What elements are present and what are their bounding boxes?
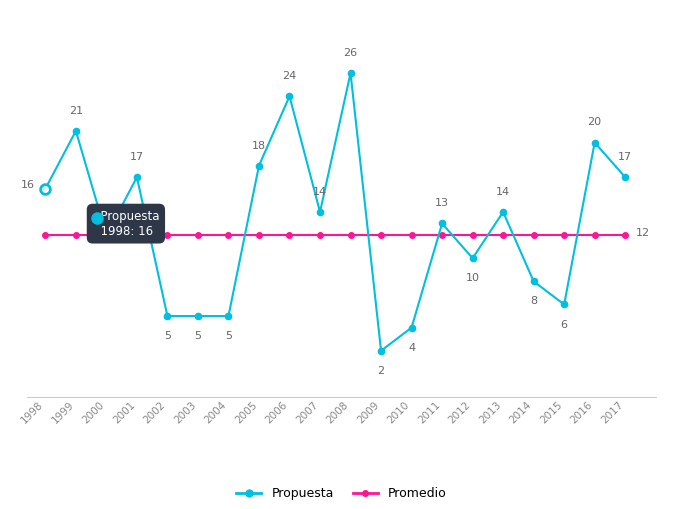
Text: 21: 21 — [69, 106, 83, 116]
Text: 14: 14 — [496, 187, 510, 197]
Text: 14: 14 — [313, 187, 327, 197]
Text: 4: 4 — [408, 343, 415, 353]
Text: 8: 8 — [530, 296, 537, 306]
Text: 16: 16 — [21, 180, 34, 190]
Text: 2: 2 — [377, 366, 385, 376]
Text: 20: 20 — [587, 118, 602, 127]
Text: Propuesta
  1998: 16: Propuesta 1998: 16 — [93, 210, 159, 238]
Text: 5: 5 — [225, 331, 232, 341]
Legend: Propuesta, Promedio: Propuesta, Promedio — [231, 483, 452, 505]
Text: 10: 10 — [466, 273, 479, 283]
Text: 12: 12 — [636, 228, 650, 238]
Text: 13: 13 — [435, 199, 449, 209]
Text: 26: 26 — [343, 48, 358, 58]
Text: 5: 5 — [195, 331, 201, 341]
Text: 17: 17 — [618, 152, 632, 162]
Text: 6: 6 — [560, 320, 568, 329]
Text: 5: 5 — [164, 331, 171, 341]
Text: 24: 24 — [283, 71, 297, 81]
Text: 17: 17 — [130, 152, 144, 162]
Text: 12: 12 — [99, 210, 114, 220]
Text: 18: 18 — [252, 140, 266, 151]
